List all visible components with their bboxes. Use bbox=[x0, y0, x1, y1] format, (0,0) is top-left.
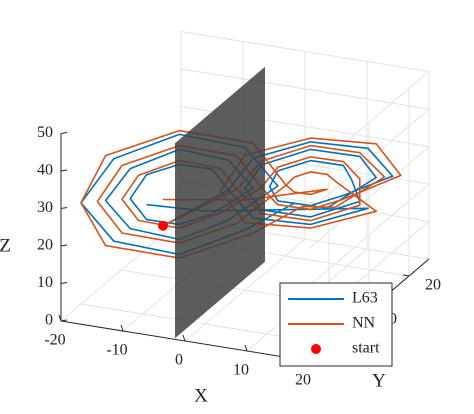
grid-line bbox=[308, 183, 430, 287]
z-tick-label: 10 bbox=[37, 274, 53, 291]
legend-marker bbox=[311, 344, 321, 354]
y-tick-label: 0 bbox=[389, 311, 397, 328]
y-tick-label: 20 bbox=[425, 277, 441, 294]
y-tick bbox=[402, 274, 410, 277]
z-tick-label: 0 bbox=[45, 312, 53, 329]
section-plane bbox=[175, 66, 265, 339]
z-tick bbox=[60, 132, 68, 134]
z-tick-label: 40 bbox=[37, 162, 53, 179]
legend-label: start bbox=[352, 340, 380, 357]
z-tick-label: 30 bbox=[37, 199, 53, 216]
y-axis-label: Y bbox=[372, 370, 386, 391]
x-tick-label: -20 bbox=[44, 332, 65, 349]
x-tick bbox=[182, 334, 186, 342]
z-tick bbox=[60, 207, 68, 209]
grid-line bbox=[180, 68, 430, 110]
z-axis-label: Z bbox=[0, 236, 11, 257]
x-tick-label: 0 bbox=[175, 352, 183, 369]
legend-label: L63 bbox=[352, 290, 378, 307]
z-tick bbox=[60, 282, 68, 284]
z-tick-label: 20 bbox=[37, 237, 53, 254]
x-tick bbox=[120, 324, 124, 332]
grid-line bbox=[180, 31, 430, 72]
legend-label: NN bbox=[352, 315, 376, 332]
start-marker bbox=[158, 220, 168, 231]
grid-line bbox=[308, 146, 430, 249]
z-tick bbox=[60, 319, 68, 322]
x-tick bbox=[244, 344, 248, 352]
z-tick-label: 50 bbox=[37, 124, 53, 141]
grid-line bbox=[308, 108, 430, 212]
z-tick bbox=[60, 244, 68, 247]
x-tick-label: 10 bbox=[233, 362, 249, 379]
grid-line bbox=[308, 71, 430, 174]
x-axis-label: X bbox=[194, 385, 208, 406]
x-tick bbox=[58, 314, 62, 322]
x-tick-label: -10 bbox=[106, 342, 127, 359]
x-tick-label: 20 bbox=[295, 372, 311, 389]
z-tick bbox=[60, 169, 68, 172]
